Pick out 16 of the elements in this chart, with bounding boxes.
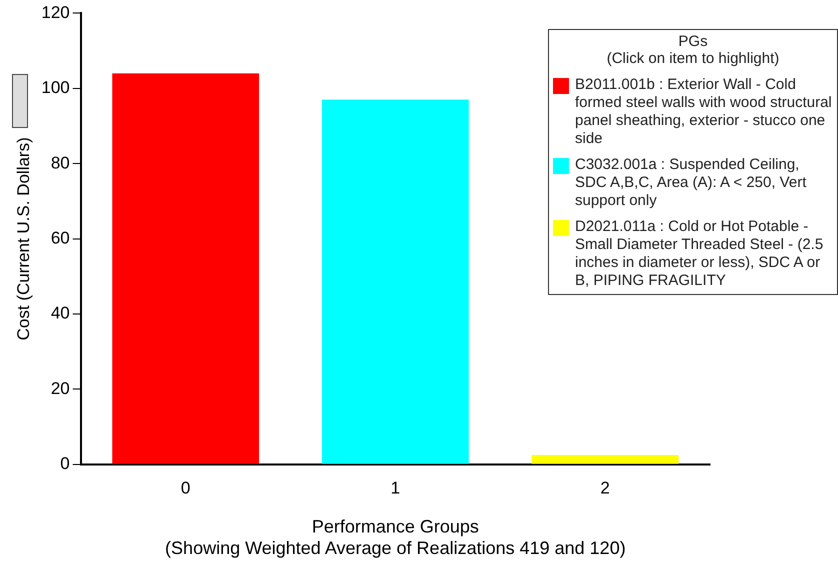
legend-label: B2011.001b : Exterior Wall - Cold formed steel walls with wood structural panel sheathing, exterior - stucco one side [575,76,833,148]
legend-label: C3032.001a : Suspended Ceiling, SDC A,B,C, Area (A): A < 250, Vert support only [575,156,808,210]
y-tick-label: 100 [41,78,70,98]
y-tick-label: 40 [50,304,70,323]
legend-label: D2021.011a : Cold or Hot Potable - Small Diameter Threaded Steel - (2.5 inches in diameter or less), SDC A or B, PIPING FRAGILITY [575,218,824,290]
x-tick-label: 0 [180,478,190,498]
x-axis-title: Performance Groups (Showing Weighted Average of Realizations 419 and 120) [165,516,626,558]
y-axis-title: Cost (Current U.S. Dollars) [14,137,33,340]
y-tick-label: 20 [50,378,70,398]
y-tick-label: 80 [50,153,70,172]
x-tick-label: 2 [600,478,610,498]
x-tick-label: 1 [390,478,400,498]
y-tick-label: 0 [60,454,70,474]
legend-title: PGs (Click on item to highlight) [606,32,780,70]
y-tick-label: 120 [41,2,70,22]
y-tick-label: 60 [50,228,70,248]
